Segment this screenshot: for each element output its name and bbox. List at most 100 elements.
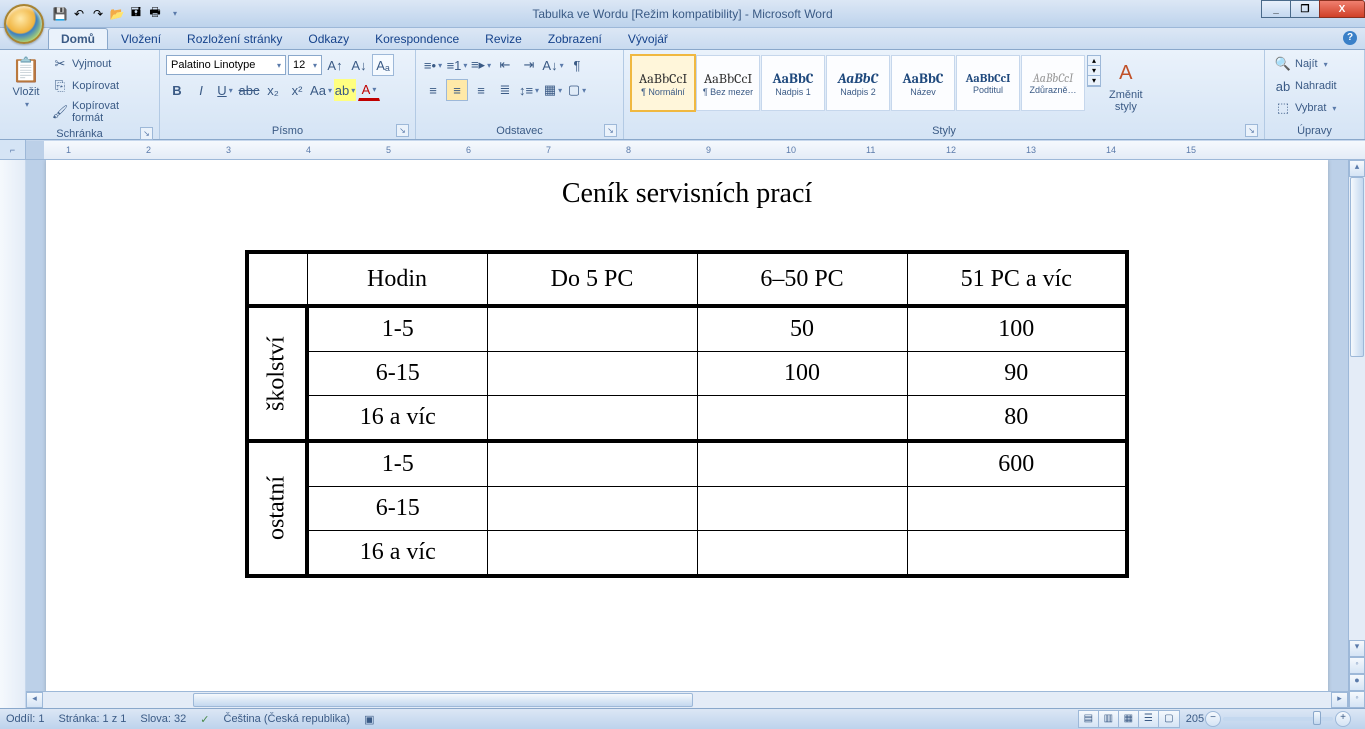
table-cell[interactable] — [697, 441, 907, 487]
table-cell[interactable]: 1-5 — [307, 441, 487, 487]
document-title[interactable]: Ceník servisních prací — [106, 178, 1268, 210]
font-launcher[interactable]: ↘ — [396, 124, 409, 137]
tab-references[interactable]: Odkazy — [295, 28, 362, 49]
tab-layout[interactable]: Rozložení stránky — [174, 28, 295, 49]
saveall-icon[interactable]: 🖬 — [128, 6, 144, 22]
style-heading1[interactable]: AaBbCNadpis 1 — [761, 55, 825, 111]
scroll-down-icon[interactable]: ▾ — [1088, 66, 1100, 76]
align-left-button[interactable]: ≡ — [422, 79, 444, 101]
table-cell[interactable] — [487, 441, 697, 487]
tab-review[interactable]: Revize — [472, 28, 535, 49]
next-page-icon[interactable]: ◦ — [1349, 691, 1365, 708]
scrollbar-thumb[interactable] — [193, 693, 693, 707]
horizontal-scrollbar[interactable]: ◂ ▸ — [26, 691, 1348, 708]
align-center-button[interactable]: ≡ — [446, 79, 468, 101]
view-web-button[interactable]: ▦ — [1119, 711, 1139, 727]
scrollbar-thumb[interactable] — [1350, 177, 1364, 357]
change-case-button[interactable]: Aa — [310, 79, 332, 101]
table-cell[interactable]: 6-15 — [307, 352, 487, 396]
clear-formatting-button[interactable]: Aₐ — [372, 54, 394, 76]
scroll-right-icon[interactable]: ▸ — [1331, 692, 1348, 708]
table-group-header[interactable]: ostatní — [247, 441, 307, 576]
styles-launcher[interactable]: ↘ — [1245, 124, 1258, 137]
style-nospacing[interactable]: AaBbCcI¶ Bez mezer — [696, 55, 760, 111]
office-button[interactable] — [4, 4, 44, 44]
table-header[interactable]: Hodin — [307, 252, 487, 306]
justify-button[interactable]: ≣ — [494, 79, 516, 101]
table-cell[interactable]: 100 — [697, 352, 907, 396]
table-cell[interactable] — [907, 487, 1127, 531]
table-header[interactable] — [247, 252, 307, 306]
sort-button[interactable]: A↓ — [542, 54, 564, 76]
table-group-header[interactable]: školství — [247, 306, 307, 441]
scroll-more-icon[interactable]: ▾ — [1088, 76, 1100, 86]
style-title[interactable]: AaBbCNázev — [891, 55, 955, 111]
shading-button[interactable]: ▦ — [542, 79, 564, 101]
table-cell[interactable]: 1-5 — [307, 306, 487, 352]
paste-dropdown-icon[interactable] — [23, 98, 29, 110]
redo-icon[interactable]: ↷ — [90, 6, 106, 22]
table-cell[interactable]: 16 a víc — [307, 531, 487, 577]
style-subtitle[interactable]: AaBbCcIPodtitul — [956, 55, 1020, 111]
change-styles-button[interactable]: A Změnit styly — [1103, 55, 1149, 115]
scrollbar-track[interactable] — [43, 692, 1331, 708]
style-emphasis[interactable]: AaBbCcIZdůrazně… — [1021, 55, 1085, 111]
scrollbar-track[interactable] — [1349, 177, 1365, 640]
minimize-button[interactable]: _ — [1261, 0, 1291, 18]
table-cell[interactable] — [487, 352, 697, 396]
price-table[interactable]: HodinDo 5 PC6–50 PC51 PC a vícškolství1-… — [245, 250, 1129, 578]
table-cell[interactable] — [487, 487, 697, 531]
gallery-scroll[interactable]: ▴▾▾ — [1087, 55, 1101, 87]
horizontal-ruler[interactable]: 123456789101112131415 — [26, 140, 1365, 159]
browse-object-icon[interactable]: ● — [1349, 674, 1365, 691]
status-words[interactable]: Slova: 32 — [140, 713, 186, 725]
table-row[interactable]: 16 a víc — [247, 531, 1127, 577]
zoom-knob[interactable] — [1313, 711, 1321, 725]
spellcheck-icon[interactable]: ✓ — [200, 713, 209, 726]
table-row[interactable]: 6-1510090 — [247, 352, 1127, 396]
table-cell[interactable]: 100 — [907, 306, 1127, 352]
vertical-ruler[interactable] — [0, 160, 26, 708]
table-cell[interactable]: 50 — [697, 306, 907, 352]
table-cell[interactable]: 600 — [907, 441, 1127, 487]
view-fullread-button[interactable]: ▥ — [1099, 711, 1119, 727]
format-painter-button[interactable]: 🖌Kopírovat formát — [48, 98, 155, 126]
underline-button[interactable]: U — [214, 79, 236, 101]
style-heading2[interactable]: AaBbCNadpis 2 — [826, 55, 890, 111]
font-color-button[interactable]: A — [358, 79, 380, 101]
table-cell[interactable]: 80 — [907, 396, 1127, 442]
tab-home[interactable]: Domů — [48, 28, 108, 49]
maximize-button[interactable]: ❐ — [1290, 0, 1320, 18]
close-button[interactable]: X — [1319, 0, 1365, 18]
multilevel-button[interactable]: ≡▸ — [470, 54, 492, 76]
undo-icon[interactable]: ↶ — [71, 6, 87, 22]
table-row[interactable]: školství1-550100 — [247, 306, 1127, 352]
view-outline-button[interactable]: ☰ — [1139, 711, 1159, 727]
open-icon[interactable]: 📂 — [109, 6, 125, 22]
line-spacing-button[interactable]: ↕≡ — [518, 79, 540, 101]
view-print-button[interactable]: ▤ — [1079, 711, 1099, 727]
bold-button[interactable]: B — [166, 79, 188, 101]
align-right-button[interactable]: ≡ — [470, 79, 492, 101]
vertical-scrollbar[interactable]: ▴ ▾ ◦ ● ◦ — [1348, 160, 1365, 708]
macro-icon[interactable]: ▣ — [364, 713, 374, 726]
scroll-left-icon[interactable]: ◂ — [26, 692, 43, 708]
bullets-button[interactable]: ≡• — [422, 54, 444, 76]
highlight-button[interactable]: ab — [334, 79, 356, 101]
table-cell[interactable] — [697, 531, 907, 577]
qat-more-icon[interactable] — [166, 6, 182, 22]
table-cell[interactable] — [697, 396, 907, 442]
save-icon[interactable]: 💾 — [52, 6, 68, 22]
help-icon[interactable]: ? — [1343, 31, 1357, 45]
grow-font-button[interactable]: A↑ — [324, 54, 346, 76]
strike-button[interactable]: abc — [238, 79, 260, 101]
paragraph-launcher[interactable]: ↘ — [604, 124, 617, 137]
table-cell[interactable] — [487, 396, 697, 442]
scroll-up-icon[interactable]: ▴ — [1349, 160, 1365, 177]
ruler-corner[interactable]: ⌐ — [0, 140, 26, 159]
zoom-slider[interactable] — [1223, 717, 1333, 721]
table-cell[interactable]: 16 a víc — [307, 396, 487, 442]
table-row[interactable]: 6-15 — [247, 487, 1127, 531]
status-language[interactable]: Čeština (Česká republika) — [224, 713, 351, 725]
clipboard-launcher[interactable]: ↘ — [140, 127, 153, 140]
